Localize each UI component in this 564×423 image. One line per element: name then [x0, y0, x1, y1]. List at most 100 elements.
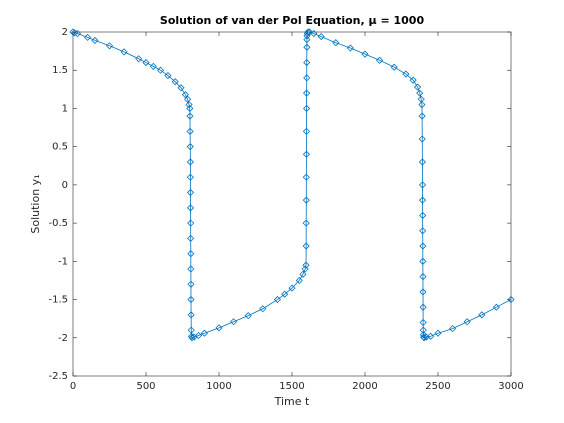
plot-box	[72, 31, 512, 377]
marker	[302, 261, 310, 269]
x-tick-label: 0	[70, 381, 76, 392]
marker	[419, 227, 427, 235]
marker	[302, 150, 311, 158]
marker	[332, 39, 340, 47]
marker	[303, 59, 311, 67]
marker	[305, 28, 314, 36]
marker	[186, 158, 194, 166]
marker	[177, 84, 185, 92]
marker	[187, 280, 195, 288]
x-axis-label: Time t	[274, 395, 310, 408]
x-tick-label: 2000	[352, 381, 377, 392]
marker	[215, 324, 223, 332]
marker	[409, 76, 417, 84]
marker	[299, 270, 307, 278]
marker	[418, 181, 427, 189]
marker	[186, 143, 194, 151]
chart-title: Solution of van der Pol Equation, μ = 10…	[160, 14, 425, 27]
marker	[171, 78, 179, 86]
marker	[295, 276, 303, 285]
marker	[419, 331, 427, 339]
marker	[419, 326, 427, 334]
y-tick-label: -0.5	[48, 218, 68, 229]
marker	[301, 265, 309, 273]
y-tick-label: -1.5	[48, 295, 68, 306]
y-tick-label: -2.5	[48, 371, 68, 382]
marker	[188, 334, 196, 342]
marker	[73, 29, 81, 38]
marker	[142, 59, 150, 67]
y-tick-label: 2	[62, 27, 68, 38]
marker	[244, 312, 252, 320]
marker	[419, 288, 427, 296]
marker	[419, 257, 427, 265]
marker	[427, 332, 435, 340]
marker	[259, 305, 267, 313]
marker	[181, 91, 189, 99]
marker	[478, 311, 486, 319]
x-tick-label: 1000	[206, 381, 231, 392]
marker	[302, 196, 310, 204]
marker	[418, 135, 426, 143]
marker	[200, 329, 208, 337]
marker	[186, 173, 194, 181]
marker	[419, 318, 427, 327]
marker	[376, 56, 384, 64]
marker	[187, 234, 195, 242]
marker	[303, 104, 311, 113]
marker	[281, 290, 289, 298]
x-tick-label: 3000	[498, 381, 523, 392]
x-tick-label: 500	[136, 381, 155, 392]
marker	[184, 95, 192, 103]
marker	[303, 74, 311, 82]
marker	[185, 101, 193, 109]
marker	[317, 33, 325, 41]
marker	[302, 127, 311, 135]
marker	[91, 36, 99, 44]
marker	[310, 29, 318, 38]
marker	[187, 219, 195, 227]
marker	[420, 334, 428, 342]
marker	[507, 295, 515, 304]
marker	[149, 62, 157, 70]
marker	[120, 48, 128, 56]
marker	[304, 28, 312, 36]
marker	[186, 112, 194, 120]
marker	[302, 242, 310, 250]
y-tick-label: -1	[58, 256, 68, 267]
marker	[419, 211, 427, 220]
x-tick-label: 1500	[279, 381, 304, 392]
x-tick-label: 2500	[425, 381, 450, 392]
marker	[135, 55, 143, 63]
marker	[230, 318, 238, 326]
marker	[194, 331, 203, 340]
y-tick-label: 0.5	[52, 142, 68, 153]
marker	[302, 173, 310, 181]
marker	[418, 101, 426, 109]
marker	[157, 66, 165, 74]
marker	[105, 42, 114, 50]
marker	[302, 219, 310, 227]
marker	[419, 303, 427, 311]
marker	[187, 311, 195, 319]
marker	[402, 70, 410, 78]
y-tick-label: 0	[62, 180, 68, 191]
marker	[418, 112, 426, 120]
marker	[416, 89, 424, 97]
marker	[418, 158, 426, 166]
marker	[288, 284, 296, 292]
data-line	[72, 31, 512, 339]
marker	[303, 36, 311, 44]
marker	[69, 28, 77, 36]
marker	[434, 329, 442, 337]
marker	[303, 43, 311, 51]
marker	[187, 295, 195, 304]
marker	[361, 50, 369, 58]
marker	[186, 104, 194, 113]
marker	[186, 204, 195, 212]
marker	[164, 72, 172, 80]
marker	[413, 83, 422, 91]
y-axis-label: Solution y₁	[29, 174, 42, 233]
marker	[303, 89, 311, 97]
